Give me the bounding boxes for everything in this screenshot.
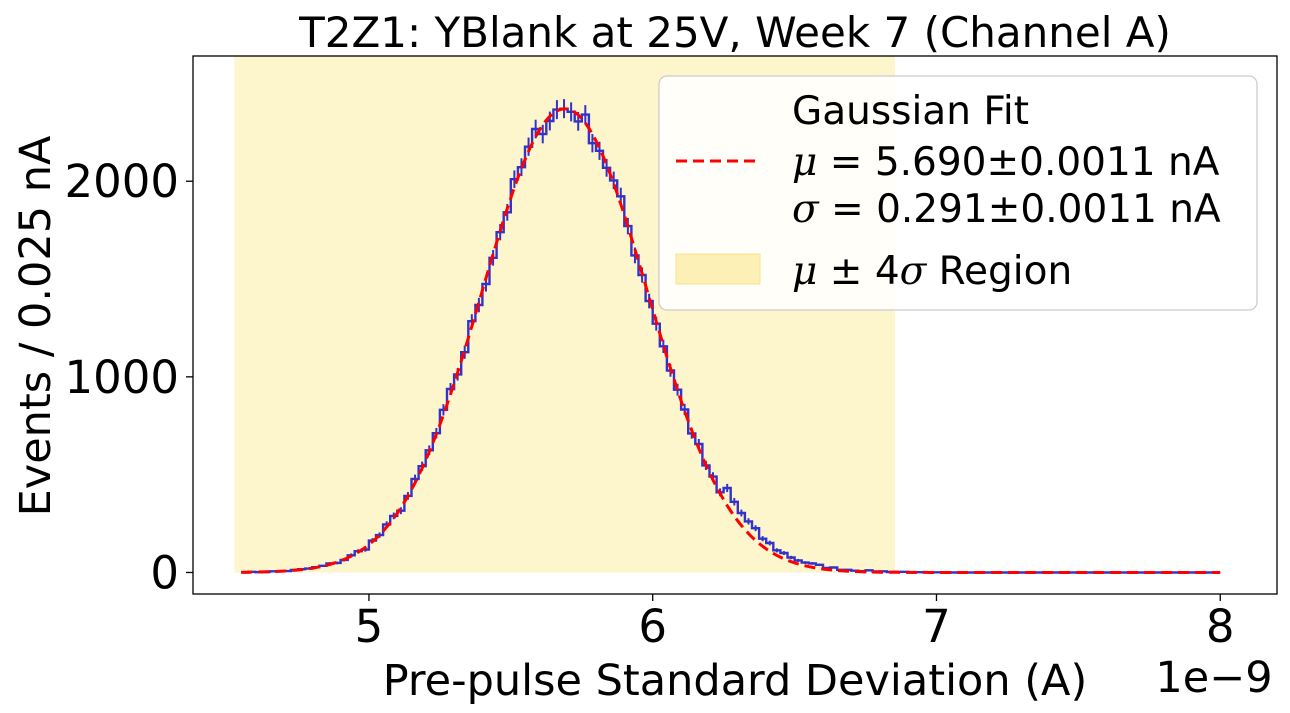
x-tick-label: 6 xyxy=(638,600,667,653)
gaussian-fit-curve xyxy=(241,107,1221,574)
legend-mu-symbol: μ xyxy=(792,140,817,185)
legend-sigma-line: σ = 0.291±0.0011 nA xyxy=(792,187,1221,232)
legend-region-suffix: Region xyxy=(926,249,1072,294)
legend-sigma-value: = 0.291±0.0011 nA xyxy=(819,187,1221,232)
legend-region-swatch xyxy=(675,253,761,285)
x-axis-offset-label: 1e−9 xyxy=(1155,653,1272,703)
legend-sigma-symbol: σ xyxy=(792,187,820,232)
x-axis-ticks: 5 6 7 8 xyxy=(355,594,1235,653)
y-axis-ticks: 0 1000 2000 xyxy=(64,155,193,599)
chart-title: T2Z1: YBlank at 25V, Week 7 (Channel A) xyxy=(298,8,1171,57)
plot-frame xyxy=(192,55,1278,595)
x-tick-label: 7 xyxy=(922,600,951,653)
legend-region-sigma: σ xyxy=(900,249,928,294)
legend-region-line: μ ± 4σ Region xyxy=(792,249,1072,294)
legend-mu-value: = 5.690±0.0011 nA xyxy=(817,140,1219,185)
y-tick-label: 2000 xyxy=(64,155,179,208)
x-axis-label: Pre-pulse Standard Deviation (A) xyxy=(383,656,1088,706)
x-tick-label: 8 xyxy=(1206,600,1235,653)
y-tick-label: 0 xyxy=(150,546,179,599)
x-tick-label: 5 xyxy=(355,600,384,653)
legend-region-pm: ± 4 xyxy=(817,249,899,294)
legend-fit-title: Gaussian Fit xyxy=(792,89,1029,134)
legend-mu-line: μ = 5.690±0.0011 nA xyxy=(792,140,1220,185)
legend: Gaussian Fit μ = 5.690±0.0011 nA σ = 0.2… xyxy=(658,75,1258,311)
legend-box xyxy=(658,75,1258,311)
y-tick-label: 1000 xyxy=(64,351,179,404)
legend-region-mu: μ xyxy=(792,249,817,294)
y-axis-label: Events / 0.025 nA xyxy=(11,135,61,516)
